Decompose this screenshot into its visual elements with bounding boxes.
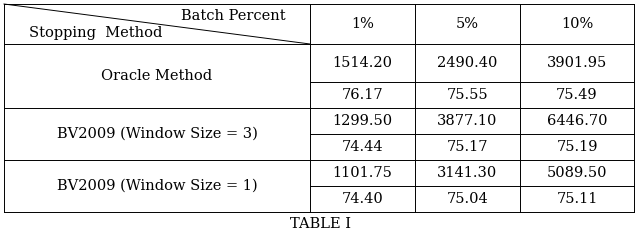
Text: 75.11: 75.11 — [556, 192, 598, 206]
Text: 3877.10: 3877.10 — [437, 114, 498, 128]
Text: 1514.20: 1514.20 — [333, 56, 392, 70]
Text: BV2009 (Window Size = 3): BV2009 (Window Size = 3) — [56, 127, 257, 141]
Text: 76.17: 76.17 — [342, 88, 383, 102]
Text: 5%: 5% — [456, 17, 479, 31]
Text: BV2009 (Window Size = 1): BV2009 (Window Size = 1) — [57, 179, 257, 193]
Text: 75.04: 75.04 — [447, 192, 488, 206]
Text: 1299.50: 1299.50 — [332, 114, 392, 128]
Text: 5089.50: 5089.50 — [547, 166, 607, 180]
Text: 1101.75: 1101.75 — [333, 166, 392, 180]
Text: Stopping  Method: Stopping Method — [29, 26, 163, 40]
Text: 1%: 1% — [351, 17, 374, 31]
Text: 3901.95: 3901.95 — [547, 56, 607, 70]
Text: 10%: 10% — [561, 17, 593, 31]
Text: 2490.40: 2490.40 — [437, 56, 498, 70]
Text: Oracle Method: Oracle Method — [101, 69, 212, 83]
Text: 6446.70: 6446.70 — [547, 114, 607, 128]
Text: 75.17: 75.17 — [447, 140, 488, 154]
Text: 75.55: 75.55 — [447, 88, 488, 102]
Text: 74.44: 74.44 — [342, 140, 383, 154]
Text: 74.40: 74.40 — [342, 192, 383, 206]
Text: 75.19: 75.19 — [556, 140, 598, 154]
Text: Batch Percent: Batch Percent — [181, 9, 286, 23]
Text: TABLE I: TABLE I — [289, 216, 351, 231]
Text: 75.49: 75.49 — [556, 88, 598, 102]
Text: 3141.30: 3141.30 — [437, 166, 498, 180]
